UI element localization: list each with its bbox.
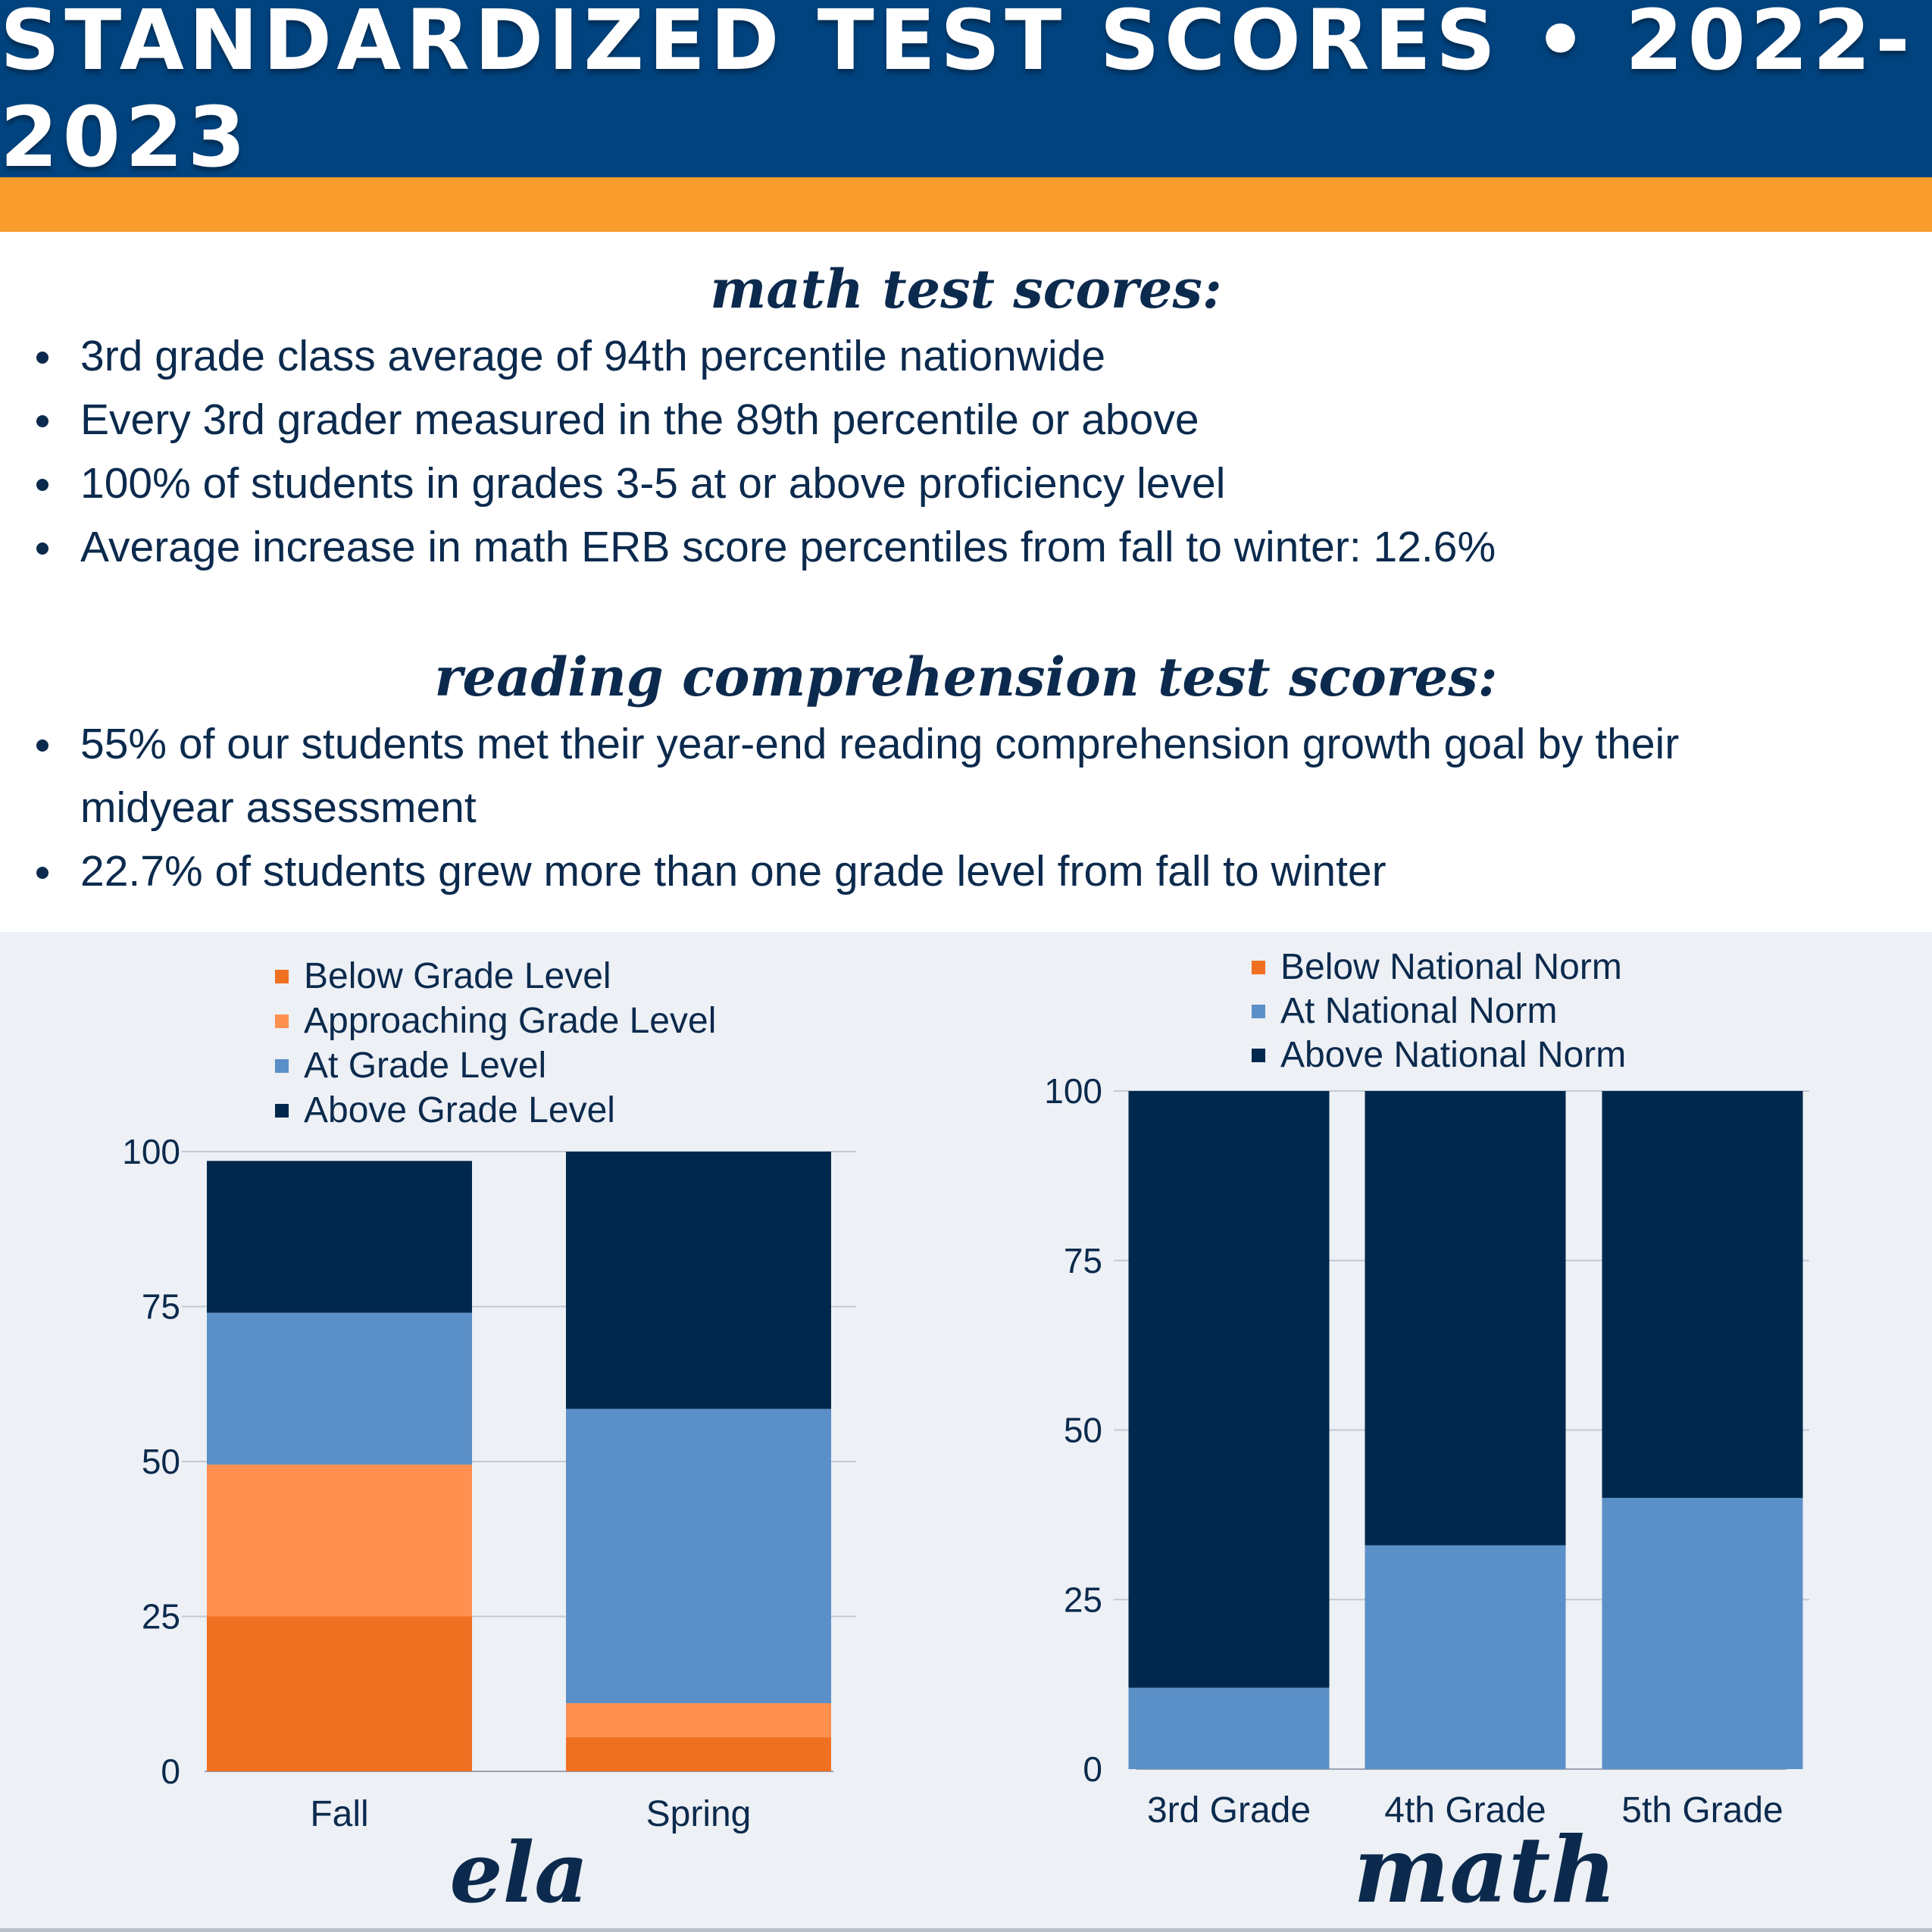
list-item: Average increase in math ERB score perce… (0, 515, 1838, 579)
bar-segment (566, 1408, 831, 1704)
bar-segment (207, 1312, 472, 1465)
legend-label: Below Grade Level (304, 956, 611, 996)
y-tick-label: 25 (1064, 1580, 1102, 1619)
legend-label: At National Norm (1280, 991, 1557, 1031)
legend-label: Above Grade Level (304, 1090, 615, 1130)
y-tick-label: 75 (142, 1287, 180, 1327)
list-item: 100% of students in grades 3-5 at or abo… (0, 452, 1838, 515)
list-item: 22.7% of students grew more than one gra… (0, 839, 1838, 903)
list-item: 55% of our students met their year-end r… (0, 712, 1838, 839)
page-title: STANDARDIZED TEST SCORES • 2022-2023 (0, 0, 1915, 186)
bar-segment (207, 1161, 472, 1313)
chart-title: ela (449, 1824, 588, 1921)
bar-segment (207, 1465, 472, 1617)
bar-segment (1365, 1545, 1566, 1769)
y-tick-label: 75 (1064, 1241, 1102, 1280)
bottom-divider (0, 1928, 1932, 1932)
y-tick-label: 25 (142, 1597, 180, 1637)
x-tick-label: Fall (310, 1794, 368, 1834)
y-tick-label: 50 (142, 1442, 180, 1481)
legend-label: Above National Norm (1280, 1035, 1626, 1075)
x-tick-label: Spring (646, 1794, 752, 1834)
reading-section-title: reading comprehension test scores: (434, 646, 1498, 708)
charts-svg: 0 25 50 75 100 Fall Spring Below Grade Level App… (122, 947, 1809, 1924)
legend-swatch (275, 1059, 289, 1073)
list-item: 3rd grade class average of 94th percenti… (0, 324, 1838, 388)
math-bullet-list: 3rd grade class average of 94th percenti… (0, 324, 1838, 579)
legend-swatch (275, 1014, 289, 1028)
legend-swatch (1252, 961, 1265, 974)
legend-swatch (275, 1104, 289, 1118)
bar-segment (1128, 1687, 1330, 1769)
bar-segment (566, 1737, 831, 1771)
legend-label: Below National Norm (1280, 947, 1622, 987)
legend-swatch (275, 970, 289, 983)
charts-panel: 0 25 50 75 100 Fall Spring Below Grade Level App… (0, 932, 1932, 1932)
legend-label: Approaching Grade Level (304, 1001, 716, 1041)
bar-segment (566, 1152, 831, 1409)
y-tick-label: 0 (1083, 1749, 1102, 1789)
y-tick-label: 50 (1064, 1411, 1102, 1450)
x-tick-label: 3rd Grade (1147, 1790, 1311, 1830)
accent-band (0, 177, 1932, 232)
bar-segment (207, 1616, 472, 1771)
math-section-title: math test scores: (710, 258, 1222, 320)
list-item: Every 3rd grader measured in the 89th pe… (0, 388, 1838, 452)
chart-title: math (1353, 1817, 1616, 1924)
bar-segment (1128, 1091, 1330, 1688)
bar-segment (1602, 1091, 1803, 1498)
header-banner: STANDARDIZED TEST SCORES • 2022-2023 (0, 0, 1932, 186)
legend-label: At Grade Level (304, 1046, 546, 1086)
legend-swatch (1252, 1049, 1265, 1062)
y-tick-label: 0 (161, 1752, 180, 1791)
bar-segment (1602, 1498, 1803, 1769)
y-tick-label: 100 (1044, 1071, 1102, 1111)
x-tick-label: 4th Grade (1384, 1790, 1546, 1830)
bar-segment (1365, 1091, 1566, 1546)
x-tick-label: 5th Grade (1621, 1790, 1783, 1830)
bar-segment (566, 1703, 831, 1738)
legend-swatch (1252, 1005, 1265, 1018)
reading-bullet-list: 55% of our students met their year-end r… (0, 712, 1838, 903)
y-tick-label: 100 (122, 1132, 180, 1171)
